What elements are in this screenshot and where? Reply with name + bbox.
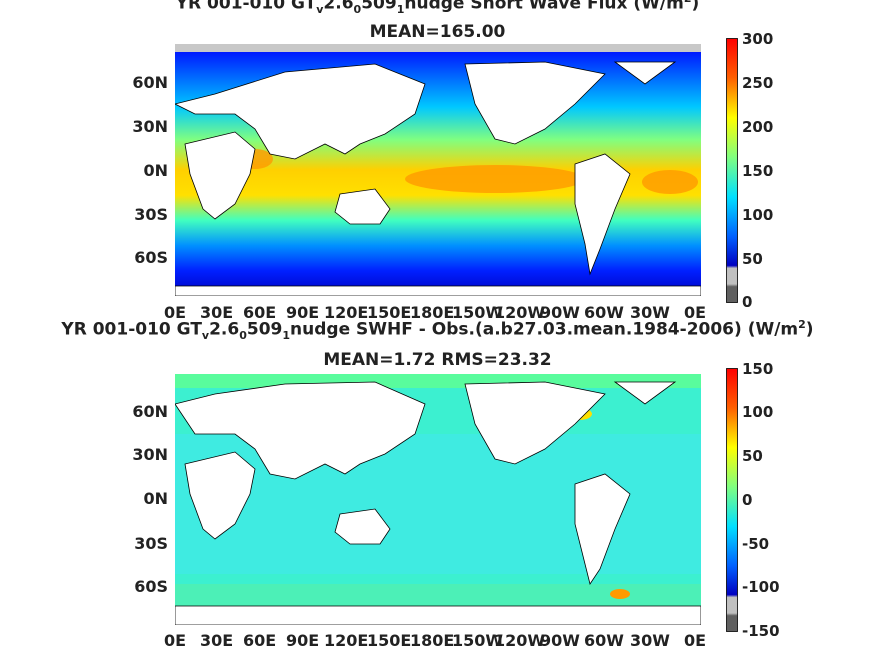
colorbar-label: -50 xyxy=(742,535,770,553)
colorbar-label: -150 xyxy=(742,622,780,640)
lon-label: 60E xyxy=(243,303,277,322)
panel2-title-sub: 1 xyxy=(282,329,291,343)
panel1-title-sub: 1 xyxy=(396,3,405,17)
lon-label: 60W xyxy=(584,631,624,650)
lon-label: 30W xyxy=(630,631,670,650)
colorbar-label: 200 xyxy=(742,118,774,136)
panel1-title-text: YR 001-010 GT xyxy=(175,0,317,14)
lat-label: 0N xyxy=(143,489,168,508)
high-flux-region xyxy=(405,165,585,193)
lon-label: 120W xyxy=(494,631,546,650)
panel2-title-sub: v xyxy=(201,329,210,343)
colorbar-label: 0 xyxy=(742,491,753,509)
lon-label: 150E xyxy=(367,631,412,650)
panel2-title: YR 001-010 GTv2.605091nudge SWHF - Obs.(… xyxy=(0,318,875,342)
colorbar-label: 100 xyxy=(742,206,774,224)
lon-label: 30E xyxy=(200,303,234,322)
panel2-title-sub: 0 xyxy=(239,329,247,343)
panel1-stats: MEAN=165.00 xyxy=(369,22,506,42)
lon-label: 0E xyxy=(684,631,707,650)
continents xyxy=(175,61,701,296)
lon-label: 90E xyxy=(286,303,320,322)
lon-label: 150W xyxy=(452,631,504,650)
colorbar-label: 0 xyxy=(742,293,753,311)
lat-label: 60N xyxy=(132,73,168,92)
panel1-title-text: 509 xyxy=(361,0,397,14)
panel1-title-text: nudge Short Wave Flux (W/m xyxy=(404,0,684,14)
continents xyxy=(175,381,701,625)
lon-label: 90E xyxy=(286,631,320,650)
lon-label: 0E xyxy=(164,303,187,322)
colorbar-label: 50 xyxy=(742,447,763,465)
positive-anomaly xyxy=(610,589,630,599)
lon-label: 150E xyxy=(367,303,412,322)
lat-label: 30S xyxy=(134,534,168,553)
colorbar-label: 150 xyxy=(742,162,774,180)
lat-label: 30N xyxy=(132,445,168,464)
lat-label: 60S xyxy=(134,248,168,267)
lat-label: 30N xyxy=(132,117,168,136)
panel2-title-text: 2.6 xyxy=(209,319,240,340)
lon-label: 90W xyxy=(540,631,580,650)
panel2-colorbar xyxy=(726,368,738,632)
panel1-map xyxy=(175,44,701,296)
lat-label: 60N xyxy=(132,402,168,421)
missing-polar-region xyxy=(175,44,701,52)
colorbar-label: 50 xyxy=(742,250,763,268)
colorbar-label: -100 xyxy=(742,578,780,596)
lon-label: 120E xyxy=(324,303,369,322)
lon-label: 180E xyxy=(410,303,455,322)
lon-label: 60W xyxy=(584,303,624,322)
panel2-title-text: YR 001-010 GT xyxy=(61,319,202,340)
colorbar-label: 250 xyxy=(742,74,774,92)
lon-label: 0E xyxy=(684,303,707,322)
high-flux-region xyxy=(642,170,698,194)
lat-label: 30S xyxy=(134,205,168,224)
panel1-title-text: 2.6 xyxy=(323,0,354,14)
panel2-title-text: nudge SWHF - Obs.(a.b27.03.mean.1984-200… xyxy=(290,319,799,340)
colorbar-label: 100 xyxy=(742,403,774,421)
panel1-title: YR 001-010 GTv2.605091nudge Short Wave F… xyxy=(0,0,875,16)
lon-label: 90W xyxy=(540,303,580,322)
lon-label: 120E xyxy=(324,631,369,650)
panel1-title-sup: 2 xyxy=(684,0,692,5)
panel1-title-sub: 0 xyxy=(353,3,362,17)
panel1-colorbar xyxy=(726,38,738,303)
panel2-title-sup: 2 xyxy=(798,318,806,331)
lon-label: 60E xyxy=(243,631,277,650)
panel2-stats: MEAN=1.72 RMS=23.32 xyxy=(323,350,552,370)
panel1-title-sub: v xyxy=(316,3,324,17)
panel2-title-text: 509 xyxy=(246,319,283,340)
lat-label: 0N xyxy=(143,161,168,180)
lon-label: 150W xyxy=(452,303,504,322)
lon-label: 30E xyxy=(200,631,234,650)
lon-label: 120W xyxy=(494,303,546,322)
panel2-map xyxy=(175,374,701,625)
lon-label: 180E xyxy=(410,631,455,650)
panel2-title-text: ) xyxy=(805,319,814,340)
colorbar-label: 150 xyxy=(742,360,774,378)
lat-label: 60S xyxy=(134,577,168,596)
lon-label: 0E xyxy=(164,631,187,650)
panel1-title-text: ) xyxy=(691,0,700,14)
lon-label: 30W xyxy=(630,303,670,322)
colorbar-label: 300 xyxy=(742,30,774,48)
